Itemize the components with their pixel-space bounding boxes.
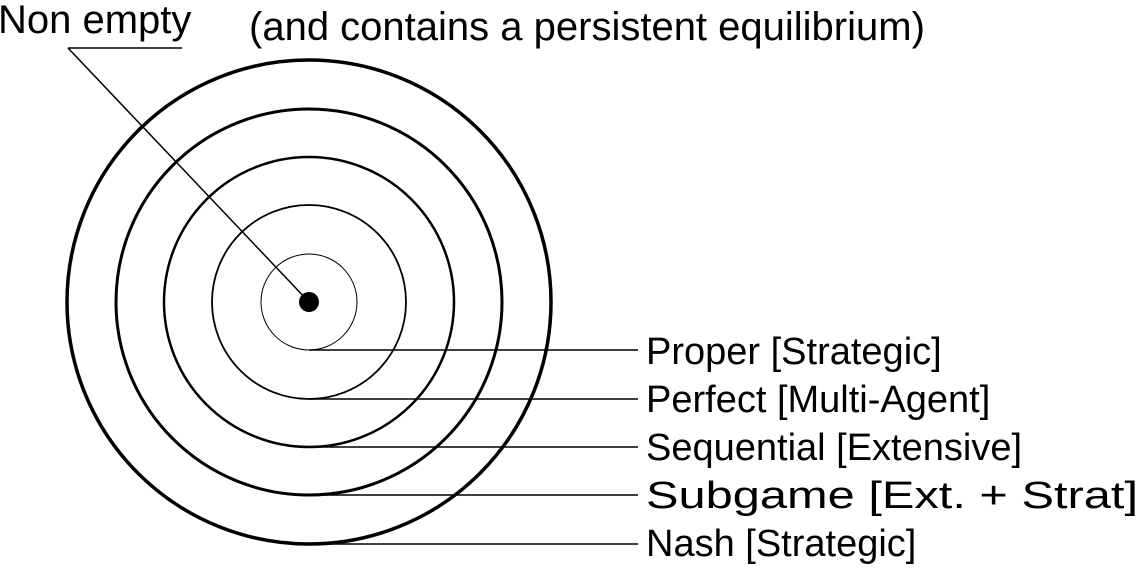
header-title: Non empty (0, 0, 191, 42)
title-pointer-line (67, 47, 310, 303)
concept-label-nash: Nash [Strategic] (646, 523, 916, 565)
concept-label-sequential: Sequential [Extensive] (646, 427, 1022, 469)
concept-label-subgame: Subgame [Ext. + Strat] (646, 475, 1138, 517)
concept-label-proper: Proper [Strategic] (646, 331, 942, 373)
center-dot (299, 292, 319, 312)
header-subtitle: (and contains a persistent equilibrium) (249, 5, 925, 49)
concept-label-perfect: Perfect [Multi-Agent] (646, 379, 990, 421)
